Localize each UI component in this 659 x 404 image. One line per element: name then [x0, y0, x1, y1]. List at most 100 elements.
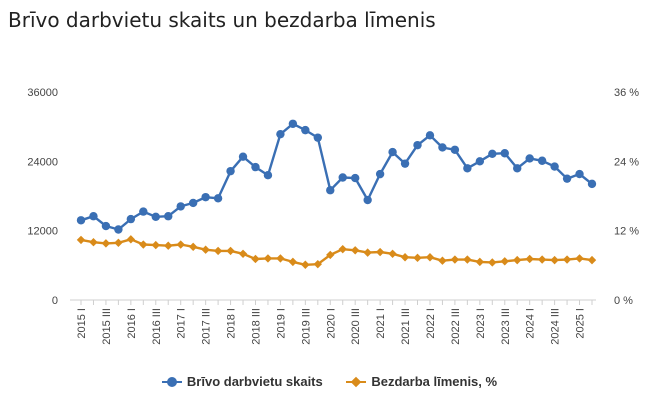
data-point-1: [438, 256, 447, 265]
data-point-1: [114, 238, 123, 247]
data-point-1: [338, 244, 347, 254]
data-point-0: [463, 164, 472, 173]
data-point-0: [251, 162, 260, 172]
data-point-1: [550, 255, 559, 265]
data-point-1: [488, 258, 497, 267]
x-tick-label: 2020 I: [325, 308, 337, 339]
data-point-0: [550, 162, 559, 171]
data-point-0: [475, 157, 485, 166]
legend-swatch-unemployment: [346, 376, 367, 387]
legend-label-unemployment: Bezdarba līmenis, %: [371, 374, 498, 389]
data-point-0: [101, 221, 111, 231]
data-point-1: [164, 241, 173, 250]
data-point-1: [151, 240, 160, 250]
data-point-1: [450, 255, 460, 264]
data-point-0: [375, 169, 385, 179]
x-tick-label: 2024 III: [550, 308, 562, 345]
data-point-0: [350, 173, 360, 183]
x-tick-label: 2016 III: [151, 308, 163, 345]
x-tick-label: 2023 I: [475, 308, 487, 339]
x-tick-label: 2016 I: [126, 308, 138, 339]
data-point-0: [326, 186, 335, 195]
data-point-1: [500, 257, 509, 266]
legend-swatch-vacancies: [161, 376, 182, 387]
data-point-1: [363, 248, 372, 257]
data-point-1: [188, 242, 198, 252]
y-left-tick-label: 0: [52, 295, 58, 307]
x-tick-label: 2022 III: [450, 308, 462, 345]
data-point-0: [201, 192, 210, 202]
data-point-1: [463, 255, 472, 264]
y-left-tick-label: 36000: [27, 87, 58, 99]
data-point-0: [363, 195, 372, 205]
legend: Brīvo darbvietu skaits Bezdarba līmenis,…: [0, 374, 659, 390]
data-point-0: [562, 174, 572, 183]
data-point-0: [164, 212, 173, 221]
data-point-0: [288, 119, 298, 128]
data-point-0: [126, 214, 136, 224]
data-point-1: [413, 253, 422, 263]
data-point-1: [276, 254, 285, 263]
data-point-0: [488, 149, 497, 159]
data-point-1: [350, 246, 360, 255]
x-tick-label: 2017 I: [176, 308, 188, 339]
chart-title: Brīvo darbvietu skaits un bezdarba līmen…: [8, 8, 436, 32]
x-tick-label: 2021 I: [375, 308, 387, 339]
legend-item-unemployment[interactable]: Bezdarba līmenis, %: [346, 374, 497, 389]
data-point-1: [313, 259, 323, 269]
data-point-0: [263, 171, 273, 180]
data-point-0: [76, 216, 86, 225]
data-point-0: [238, 152, 248, 161]
data-point-1: [525, 254, 534, 264]
x-tick-label: 2022 I: [425, 308, 437, 339]
data-point-1: [375, 247, 385, 257]
y-right-tick-label: 24 %: [614, 156, 639, 168]
data-point-0: [400, 159, 410, 168]
data-point-0: [313, 133, 323, 142]
x-tick-label: 2018 III: [250, 308, 262, 345]
data-point-0: [450, 145, 460, 154]
data-point-0: [176, 202, 185, 211]
x-tick-label: 2015 III: [101, 308, 113, 345]
data-point-1: [89, 238, 98, 247]
data-point-1: [288, 257, 298, 267]
x-tick-label: 2019 III: [300, 308, 312, 345]
x-tick-label: 2023 III: [500, 308, 512, 345]
x-tick-label: 2025 I: [575, 308, 587, 339]
data-point-0: [151, 212, 160, 221]
data-point-0: [301, 125, 310, 135]
x-tick-label: 2024 I: [525, 308, 537, 339]
data-point-0: [413, 140, 422, 150]
data-point-1: [126, 235, 136, 244]
x-tick-label: 2019 I: [275, 308, 287, 339]
data-point-0: [188, 198, 198, 208]
data-point-0: [537, 156, 547, 165]
data-point-1: [251, 254, 260, 264]
data-point-1: [238, 249, 248, 258]
data-point-1: [263, 254, 273, 263]
data-point-1: [425, 253, 435, 262]
data-point-0: [587, 179, 597, 189]
data-point-0: [500, 149, 509, 158]
data-point-0: [213, 194, 223, 203]
data-point-1: [575, 254, 584, 263]
data-point-0: [114, 225, 123, 234]
data-point-1: [101, 239, 111, 248]
data-point-1: [587, 255, 597, 265]
data-point-0: [276, 129, 285, 139]
chart-svg: 0 0 % 12000 12 % 24000 24 % 36000 36 % 2015 I 201…: [27, 87, 639, 345]
data-point-1: [400, 253, 410, 262]
data-point-1: [513, 255, 522, 265]
y-right-tick-label: 36 %: [614, 87, 639, 99]
data-point-1: [213, 246, 223, 256]
data-point-1: [176, 240, 185, 249]
data-point-1: [537, 255, 547, 264]
data-point-0: [338, 173, 347, 182]
y-left-tick-label: 24000: [27, 156, 58, 168]
x-tick-label: 2015 I: [76, 308, 88, 339]
legend-item-vacancies[interactable]: Brīvo darbvietu skaits: [161, 374, 323, 389]
data-point-0: [438, 143, 447, 152]
y-left-tick-label: 12000: [27, 226, 58, 238]
x-tick-label: 2021 III: [400, 308, 412, 345]
